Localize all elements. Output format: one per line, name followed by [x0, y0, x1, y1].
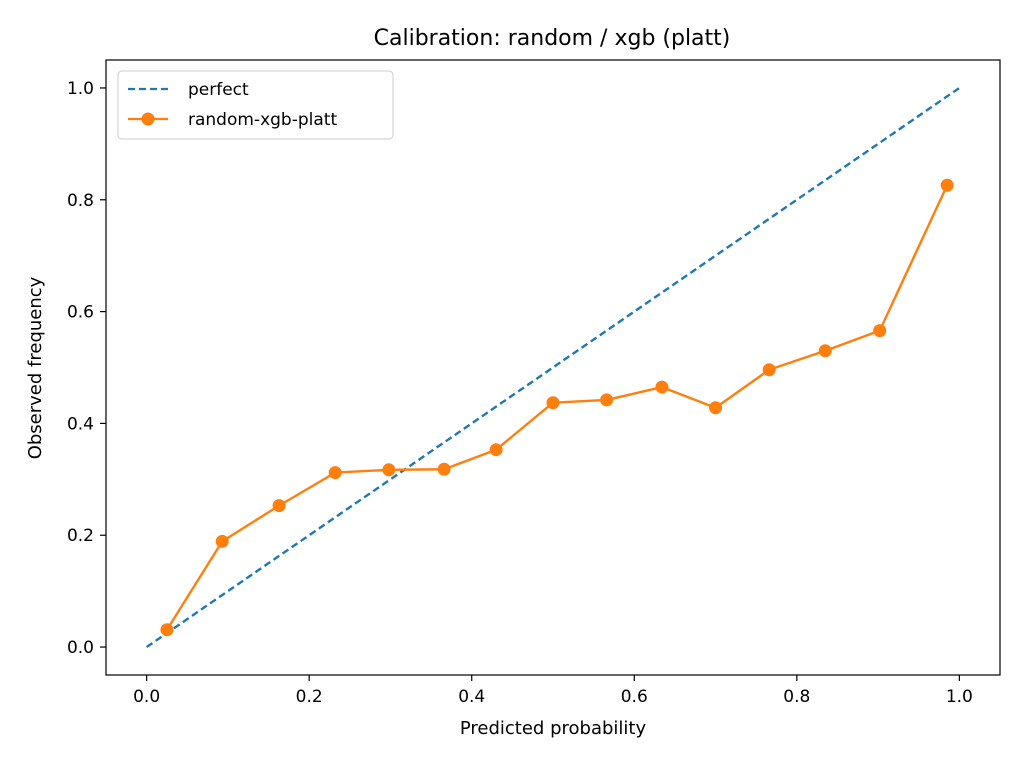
data-point-random-xgb-platt — [437, 462, 451, 476]
series-layer — [145, 86, 961, 649]
data-point-random-xgb-platt — [600, 393, 614, 407]
legend-random-xgb-platt-label: random-xgb-platt — [188, 110, 337, 130]
legend-random-xgb-platt-marker — [141, 112, 155, 126]
data-point-random-xgb-platt — [382, 463, 396, 477]
x-axis-ticks: 0.0 0.2 0.4 0.6 0.8 1.0 — [133, 675, 973, 707]
y-tick-label: 0.2 — [67, 526, 94, 546]
legend: perfect random-xgb-platt — [117, 70, 394, 140]
data-point-random-xgb-platt — [328, 466, 342, 480]
data-point-random-xgb-platt — [818, 344, 832, 358]
x-tick-label: 0.8 — [783, 687, 810, 707]
y-tick-label: 0.8 — [67, 191, 94, 211]
y-axis-label: Observed frequency — [25, 276, 46, 459]
data-point-random-xgb-platt — [272, 499, 286, 513]
x-tick-label: 0.6 — [621, 687, 648, 707]
x-tick-label: 0.0 — [133, 687, 160, 707]
data-point-random-xgb-platt — [940, 178, 954, 192]
legend-box — [117, 70, 394, 140]
data-point-random-xgb-platt — [215, 534, 229, 548]
data-point-random-xgb-platt — [873, 324, 887, 338]
axes-background — [106, 60, 1000, 675]
y-tick-label: 0.6 — [67, 303, 94, 323]
data-point-random-xgb-platt — [762, 363, 776, 377]
data-point-random-xgb-platt — [489, 443, 503, 457]
axes-frame — [105, 59, 1001, 676]
data-point-random-xgb-platt — [160, 623, 174, 637]
y-axis-ticks: 0.0 0.2 0.4 0.6 0.8 1.0 — [67, 79, 106, 658]
y-tick-label: 0.4 — [67, 414, 94, 434]
data-point-random-xgb-platt — [709, 401, 723, 415]
x-tick-label: 0.4 — [458, 687, 485, 707]
data-point-random-xgb-platt — [546, 396, 560, 410]
y-tick-label: 1.0 — [67, 79, 94, 99]
legend-perfect-label: perfect — [188, 80, 249, 100]
data-point-random-xgb-platt — [655, 380, 669, 394]
x-tick-label: 0.2 — [296, 687, 323, 707]
plot-area — [105, 59, 1001, 676]
chart-title: Calibration: random / xgb (platt) — [374, 26, 731, 51]
y-tick-label: 0.0 — [67, 638, 94, 658]
x-tick-label: 1.0 — [946, 687, 973, 707]
x-axis-label: Predicted probability — [460, 718, 647, 739]
